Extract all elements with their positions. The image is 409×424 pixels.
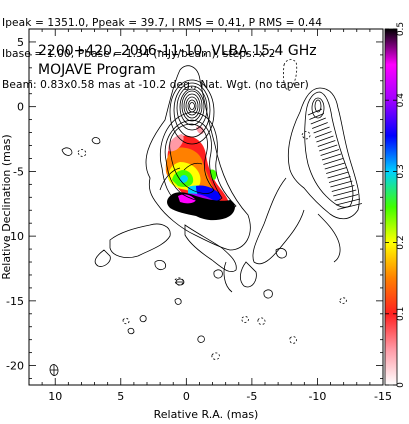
beam-ellipse — [49, 364, 59, 376]
x-tick-label: -10 — [308, 390, 326, 403]
hatch-line — [309, 113, 325, 120]
colorbar-tick-label: 0.5 — [396, 22, 406, 36]
colorbar — [384, 28, 398, 386]
axis-tick-labels: 10 5 0 -5 -10 -15 5 0 -5 -10 -15 -20 — [6, 36, 392, 403]
x-axis-title: Relative R.A. (mas) — [154, 408, 259, 421]
small-feature — [175, 278, 185, 286]
header-line-2: Ibase = 1.00, Pbase = 1.34 (mJy/beam), s… — [2, 48, 276, 60]
x-tick-label: 0 — [183, 390, 190, 403]
header-line-1: Ipeak = 1351.0, Ppeak = 39.7, I RMS = 0.… — [2, 17, 323, 30]
hatch-line — [320, 149, 340, 156]
map-subtitle: MOJAVE Program — [38, 62, 156, 78]
colorbar-ticks: 0 0.1 0.2 0.3 0.4 0.5 — [385, 22, 406, 388]
polarization-hatched-region — [304, 91, 362, 210]
left-panel-intensity-map — [49, 65, 251, 376]
hatch-line — [330, 180, 353, 188]
y-tick-label: 5 — [17, 36, 24, 49]
fractional-polarization-color — [165, 125, 235, 221]
hatch-line — [314, 131, 332, 138]
axis-ticks — [28, 28, 384, 385]
hatch-line — [323, 158, 344, 165]
hatch-line — [317, 140, 336, 147]
polarization-outer-contours — [223, 87, 360, 299]
x-tick-label: -15 — [374, 390, 392, 403]
colorbar-tick-label: 0.3 — [396, 164, 406, 178]
y-tick-label: -15 — [6, 295, 24, 308]
hatch-line — [333, 189, 357, 197]
hatch-line — [312, 122, 328, 129]
hatch-line — [310, 117, 326, 125]
x-tick-label: 5 — [117, 390, 124, 403]
colorbar-tick-label: 0.4 — [396, 93, 406, 108]
map-title: 2200+420, 2006-11-10, VLBA 15.4 GHz — [38, 43, 317, 59]
colorbar-tick-label: 0 — [396, 382, 406, 388]
colorbar-tick-label: 0.1 — [396, 307, 406, 321]
header-line-3: Beam: 0.83x0.58 mas at -10.2 deg., Nat. … — [2, 78, 309, 91]
hatch-line — [335, 198, 361, 206]
hatch-line — [328, 176, 351, 183]
hatch-line — [337, 203, 362, 210]
hatch-line — [316, 135, 334, 143]
y-tick-label: -10 — [6, 230, 24, 243]
map-header: Ipeak = 1351.0, Ppeak = 39.7, I RMS = 0.… — [2, 0, 407, 100]
hatch-line — [327, 171, 349, 179]
hatch-lines — [307, 108, 362, 210]
plot-frame — [28, 28, 384, 386]
intensity-contours-core — [159, 79, 237, 213]
y-tick-label: -20 — [6, 360, 24, 373]
hatch-line — [313, 126, 330, 134]
colorbar-tick-label: 0.2 — [396, 235, 406, 249]
hatch-line — [334, 194, 359, 201]
hatch-line — [321, 153, 342, 161]
hatch-line — [326, 167, 347, 174]
x-tick-label: -5 — [246, 390, 257, 403]
y-tick-label: 0 — [17, 101, 24, 114]
hatch-line — [307, 108, 323, 116]
intensity-contours-negative — [77, 149, 249, 360]
polarization-negative-contours — [257, 59, 347, 344]
intensity-contours-outer — [61, 65, 251, 343]
hatch-line — [331, 185, 355, 192]
y-axis-title: Relative Declination (mas) — [0, 134, 13, 279]
hatch-line — [324, 162, 345, 170]
y-tick-label: -5 — [13, 165, 24, 178]
hatch-line — [319, 144, 338, 152]
x-tick-label: 10 — [48, 390, 62, 403]
right-panel-polarization-map — [223, 59, 362, 344]
